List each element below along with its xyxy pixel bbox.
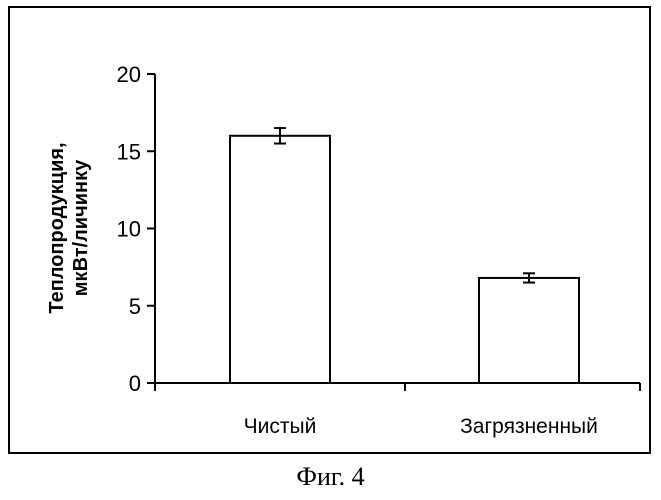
bar-0 xyxy=(230,136,330,383)
y-axis-label: Теплопродукция,мкВт/личинку xyxy=(46,142,92,313)
y-tick-label-5: 5 xyxy=(129,294,141,319)
y-axis-label-line-0: Теплопродукция, xyxy=(46,142,68,313)
y-tick-label-10: 10 xyxy=(117,217,141,242)
y-tick-label-20: 20 xyxy=(117,62,141,87)
figure-caption: Фиг. 4 xyxy=(0,462,661,492)
category-label-1: Загрязненный xyxy=(460,415,598,438)
y-axis-ticks: 0 5 10 15 20 xyxy=(117,62,155,396)
y-axis-label-line-1: мкВт/личинку xyxy=(70,159,92,296)
bars xyxy=(230,136,579,383)
y-tick-label-0: 0 xyxy=(129,371,141,396)
y-tick-label-15: 15 xyxy=(117,139,141,164)
category-label-0: Чистый xyxy=(244,415,317,438)
bar-1 xyxy=(479,278,579,383)
category-labels: Чистый Загрязненный xyxy=(244,415,598,438)
